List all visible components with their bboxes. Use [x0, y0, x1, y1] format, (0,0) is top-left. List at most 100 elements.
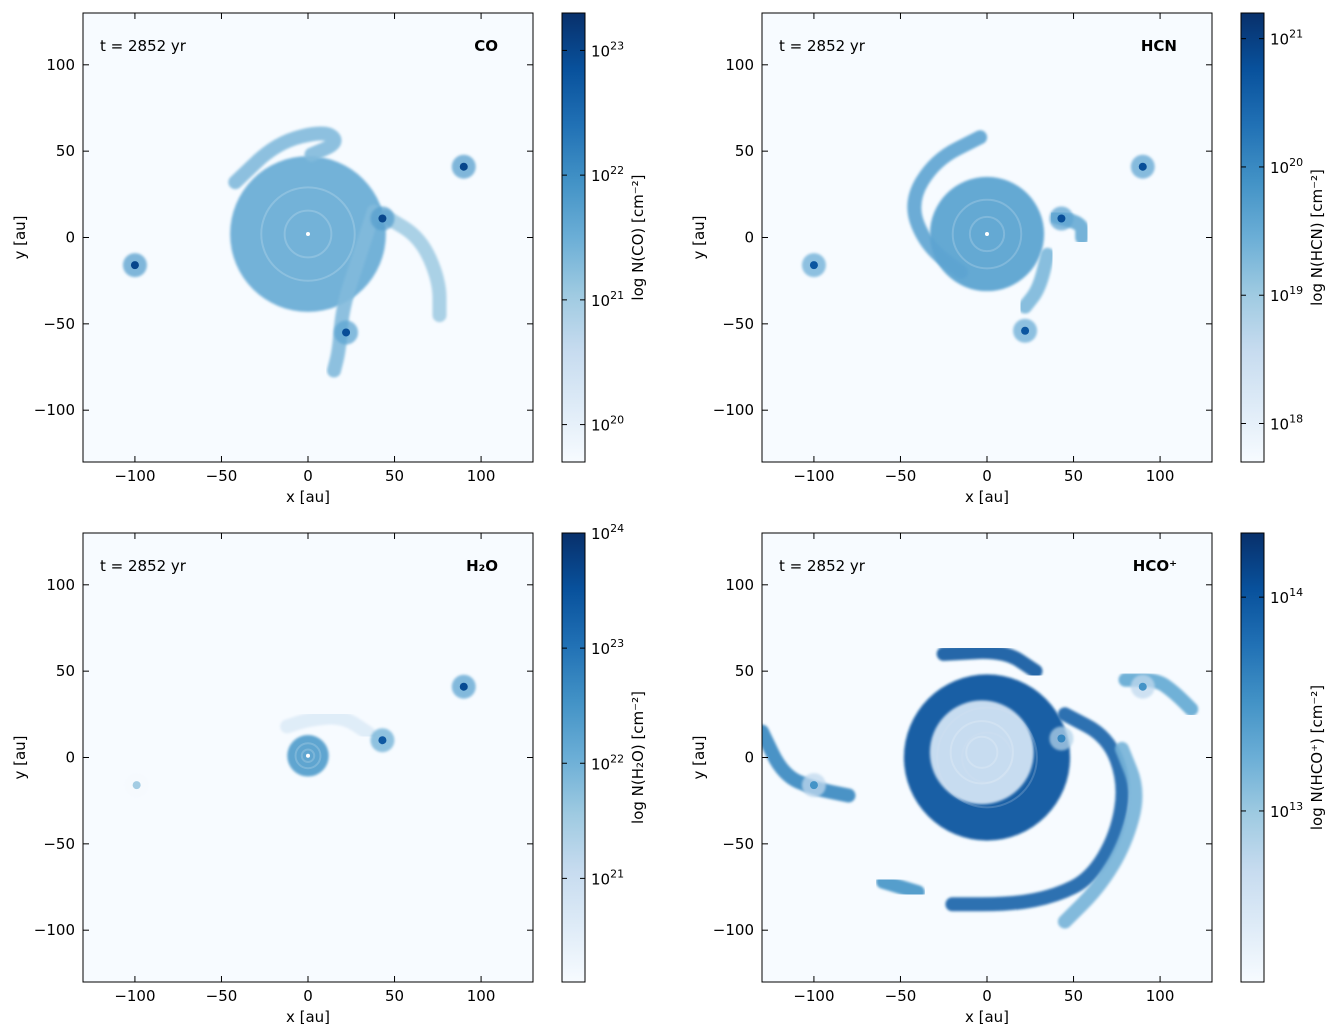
- colorbar-tick-label: 1020: [1270, 156, 1303, 177]
- clump-5: [378, 214, 387, 223]
- colorbar: [561, 532, 586, 983]
- x-tick-label: 0: [303, 467, 313, 485]
- disk-ring-0: [260, 186, 356, 282]
- spiral-arm-4: [1057, 741, 1143, 929]
- clump-7: [130, 261, 139, 270]
- colorbar-tick-label: 1021: [1270, 28, 1303, 49]
- spiral-arm-6: [876, 874, 925, 900]
- spiral-arm-1: [907, 130, 988, 279]
- colorbar-tick-label: 1021: [591, 867, 624, 888]
- y-axis-label: y [au]: [690, 735, 708, 779]
- y-tick-label: −100: [713, 921, 754, 939]
- x-tick-label: −50: [206, 987, 238, 1005]
- density-map: [762, 533, 1199, 929]
- y-tick-label: −50: [722, 835, 754, 853]
- x-tick-label: 50: [1064, 987, 1083, 1005]
- x-tick-label: 0: [303, 987, 313, 1005]
- x-tick-label: 100: [1146, 467, 1175, 485]
- y-tick-label: 50: [56, 662, 75, 680]
- x-tick-label: 50: [385, 467, 404, 485]
- central-star: [306, 232, 310, 237]
- density-map: [124, 674, 476, 798]
- x-tick-label: −100: [114, 467, 155, 485]
- clump-10: [809, 781, 818, 790]
- spiral-arm-2: [327, 204, 381, 378]
- clump-9: [1138, 682, 1147, 691]
- colorbar-tick-label: 1013: [1270, 800, 1303, 821]
- colorbar-label: log N(CO) [cm⁻²]: [629, 174, 647, 300]
- colorbar-tick-label: 1022: [591, 752, 624, 773]
- panel-4: −100 −50 0 50 100 −100 −50 0 50 100 x [au] y [au] t …: [690, 532, 1326, 1025]
- x-tick-label: −100: [114, 987, 155, 1005]
- species-label: CO: [474, 37, 498, 55]
- x-tick-label: −50: [206, 467, 238, 485]
- x-axis-label: x [au]: [286, 488, 330, 506]
- clump-4: [459, 162, 468, 171]
- clump-7: [809, 261, 818, 270]
- x-tick-label: −50: [885, 987, 917, 1005]
- disk-ring-0: [951, 198, 1023, 270]
- time-label: t = 2852 yr: [779, 37, 866, 55]
- spiral-arm-3: [1018, 247, 1055, 314]
- x-tick-label: −100: [793, 987, 834, 1005]
- y-tick-label: 100: [46, 576, 75, 594]
- species-label: HCN: [1141, 37, 1177, 55]
- disk-ring-0: [294, 742, 322, 770]
- spiral-arm-3: [378, 209, 447, 323]
- y-tick-label: −100: [34, 401, 75, 419]
- colorbar-tick-label: 1020: [591, 414, 624, 435]
- clump-5: [1057, 214, 1066, 223]
- x-tick-label: 100: [467, 987, 496, 1005]
- colorbar-tick-label: 1018: [1270, 413, 1303, 434]
- y-tick-label: 0: [744, 229, 754, 247]
- colorbar-tick-label: 1014: [1270, 586, 1303, 607]
- colorbar-tick-label: 1021: [591, 289, 624, 310]
- clump-6: [342, 328, 351, 337]
- y-tick-label: 0: [744, 749, 754, 767]
- x-tick-label: 50: [1064, 467, 1083, 485]
- colorbar: [1240, 12, 1265, 463]
- disk-ring-inner-0: [283, 209, 333, 259]
- disk-ring-inner-1: [965, 735, 999, 769]
- panel-1: −100 −50 0 50 100 −100 −50 0 50 100 x [au] y [au] t …: [11, 12, 647, 506]
- clump-6: [1021, 326, 1030, 335]
- y-tick-label: −50: [43, 315, 75, 333]
- y-tick-label: −100: [713, 401, 754, 419]
- species-label: HCO⁺: [1133, 557, 1177, 575]
- x-tick-label: 50: [385, 987, 404, 1005]
- x-tick-label: 0: [982, 467, 992, 485]
- y-tick-label: 50: [56, 142, 75, 160]
- spiral-arm-1: [228, 126, 342, 190]
- clump-11: [1057, 734, 1066, 743]
- colorbar-label: log N(H₂O) [cm⁻²]: [629, 691, 647, 824]
- y-tick-label: 100: [725, 576, 754, 594]
- y-tick-label: 50: [735, 142, 754, 160]
- x-tick-label: −50: [885, 467, 917, 485]
- colorbar-tick-label: 1019: [1270, 284, 1303, 305]
- panel-3: −100 −50 0 50 100 −100 −50 0 50 100 x [au] y [au] t …: [11, 522, 647, 1025]
- y-axis-label: y [au]: [690, 215, 708, 259]
- x-tick-label: 100: [467, 467, 496, 485]
- time-label: t = 2852 yr: [100, 557, 187, 575]
- clump-3: [459, 682, 468, 691]
- colorbar: [1240, 532, 1265, 983]
- y-tick-label: 50: [735, 662, 754, 680]
- disk-ring-inner-0: [968, 215, 1006, 253]
- spiral-arm-2: [936, 644, 1043, 679]
- y-tick-label: 100: [46, 56, 75, 74]
- y-tick-label: −50: [722, 315, 754, 333]
- disk-ring-1: [949, 720, 1014, 785]
- density-map: [801, 130, 1155, 343]
- spiral-arm-1: [280, 710, 376, 741]
- clump-4: [1138, 162, 1147, 171]
- colorbar-tick-label: 1022: [591, 164, 624, 185]
- y-tick-label: −50: [43, 835, 75, 853]
- disk-ring-inner-0: [300, 748, 316, 764]
- y-tick-label: 0: [65, 229, 75, 247]
- clump-2: [378, 736, 387, 745]
- colorbar-label: log N(HCN) [cm⁻²]: [1308, 169, 1326, 306]
- species-label: H₂O: [466, 557, 498, 575]
- colorbar-tick-label: 1023: [591, 39, 624, 60]
- x-tick-label: 0: [982, 987, 992, 1005]
